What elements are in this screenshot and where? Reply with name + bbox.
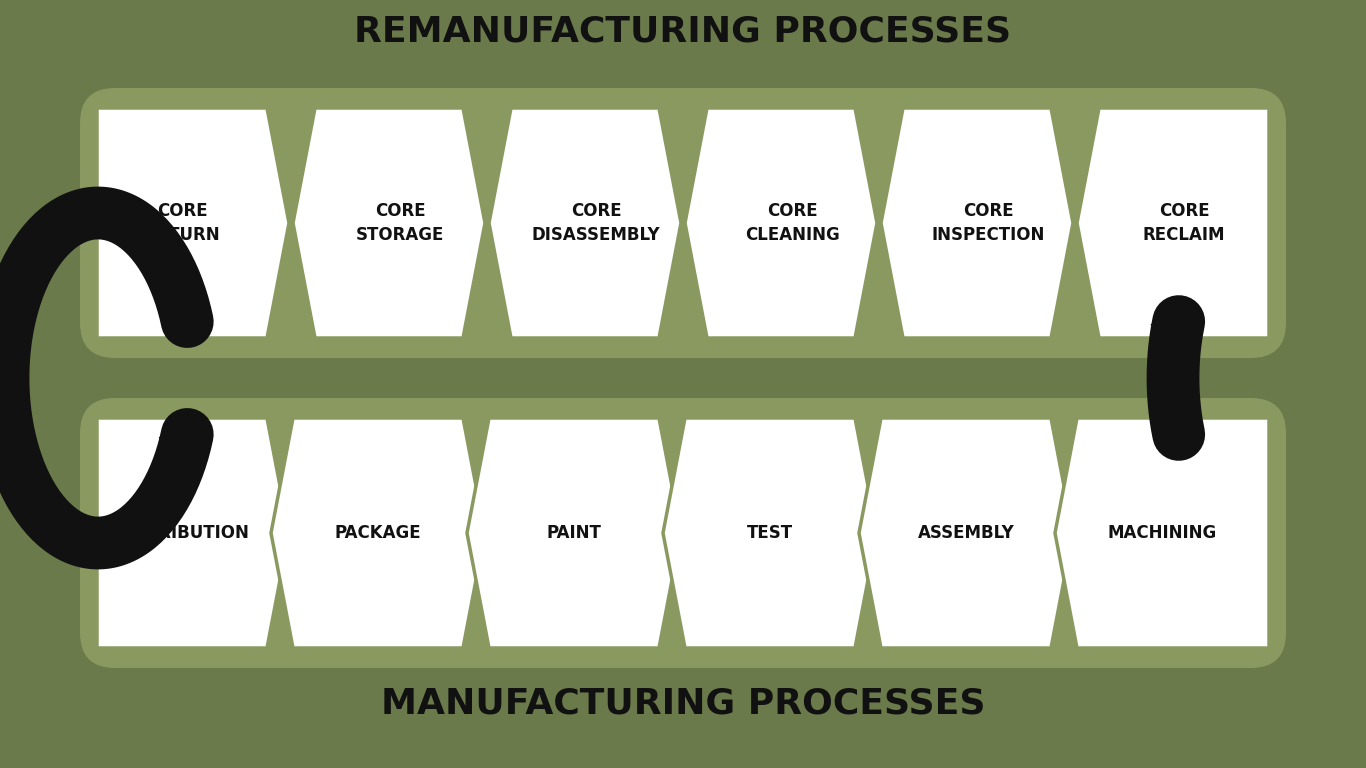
Text: ASSEMBLY: ASSEMBLY	[918, 524, 1015, 542]
FancyBboxPatch shape	[81, 88, 1285, 358]
Polygon shape	[489, 108, 682, 338]
Polygon shape	[663, 418, 877, 648]
Polygon shape	[97, 108, 290, 338]
Text: PACKAGE: PACKAGE	[335, 524, 421, 542]
Polygon shape	[1055, 418, 1269, 648]
Text: MACHINING: MACHINING	[1108, 524, 1217, 542]
Polygon shape	[1076, 108, 1269, 338]
Text: PAINT: PAINT	[546, 524, 601, 542]
Polygon shape	[97, 418, 290, 648]
Polygon shape	[684, 108, 877, 338]
Text: CORE
RETURN: CORE RETURN	[145, 201, 220, 244]
FancyBboxPatch shape	[81, 398, 1285, 668]
Polygon shape	[158, 435, 199, 447]
Polygon shape	[859, 418, 1074, 648]
Text: CORE
STORAGE: CORE STORAGE	[355, 201, 444, 244]
Polygon shape	[292, 108, 485, 338]
Polygon shape	[270, 418, 485, 648]
Text: REMANUFACTURING PROCESSES: REMANUFACTURING PROCESSES	[354, 15, 1012, 49]
Text: TEST: TEST	[747, 524, 794, 542]
Text: MANUFACTURING PROCESSES: MANUFACTURING PROCESSES	[381, 686, 985, 720]
Polygon shape	[1150, 322, 1193, 333]
Text: CORE
RECLAIM: CORE RECLAIM	[1143, 201, 1225, 244]
Text: CORE
INSPECTION: CORE INSPECTION	[932, 201, 1045, 244]
Polygon shape	[881, 108, 1074, 338]
Text: CORE
CLEANING: CORE CLEANING	[744, 201, 839, 244]
Text: DISTRIBUTION: DISTRIBUTION	[115, 524, 249, 542]
Polygon shape	[467, 418, 682, 648]
Text: CORE
DISASSEMBLY: CORE DISASSEMBLY	[531, 201, 660, 244]
